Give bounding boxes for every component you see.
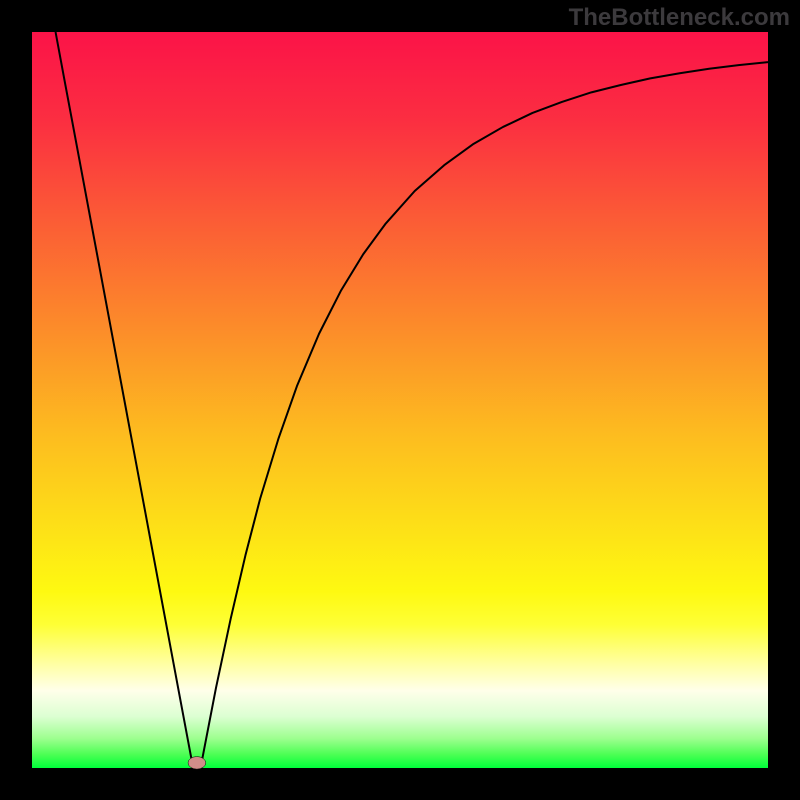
sweet-spot-marker: [188, 757, 206, 770]
chart-container: TheBottleneck.com: [0, 0, 800, 800]
bottleneck-chart: [0, 0, 800, 800]
plot-background: [32, 32, 768, 768]
